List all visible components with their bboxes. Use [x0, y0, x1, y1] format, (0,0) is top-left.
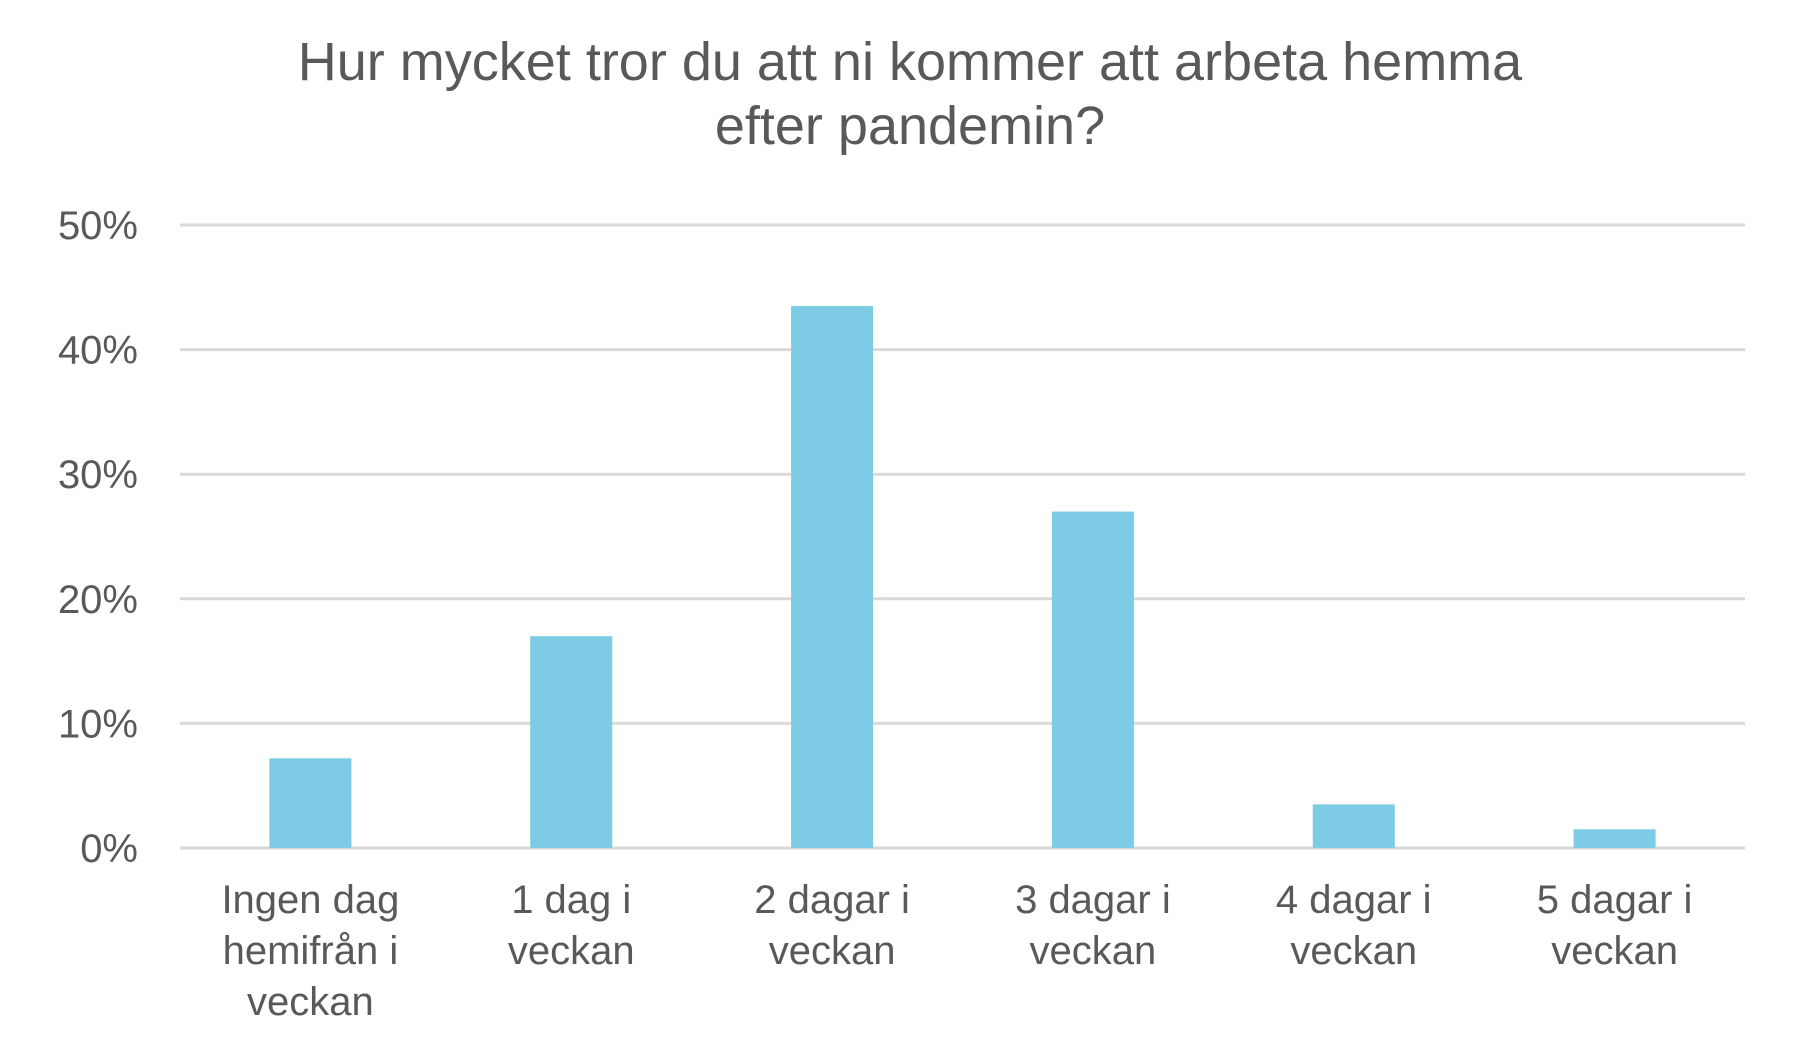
x-category-label: 2 dagar i veckan — [754, 878, 910, 973]
x-category-label: 5 dagar i veckan — [1537, 878, 1693, 973]
x-category-label-line: 2 dagar i — [754, 878, 910, 922]
x-category-label-line: 4 dagar i — [1276, 878, 1432, 922]
y-axis-ticks: 0% 10% 20% 30% 40% 50% — [58, 204, 138, 871]
x-category-label-line: 5 dagar i — [1537, 878, 1693, 922]
chart-title-line-1: Hur mycket tror du att ni kommer att arb… — [297, 32, 1523, 92]
y-tick-label: 40% — [58, 329, 138, 373]
x-category-label-line: veckan — [769, 929, 896, 973]
bars — [269, 305, 1656, 848]
bar — [1573, 829, 1656, 848]
x-category-label-line: hemifrån i — [223, 929, 399, 973]
x-category-label-line: 1 dag i — [511, 878, 631, 922]
x-category-label-line: veckan — [1290, 929, 1417, 973]
gridlines — [180, 223, 1745, 850]
y-tick-label: 20% — [58, 578, 138, 622]
y-tick-label: 50% — [58, 204, 138, 248]
y-tick-label: 10% — [58, 702, 138, 746]
bar — [530, 636, 613, 848]
y-tick-label: 30% — [58, 453, 138, 497]
x-category-label: 4 dagar i veckan — [1276, 878, 1432, 973]
x-category-label: Ingen dag hemifrån i veckan — [221, 878, 399, 1024]
x-category-label: 1 dag i veckan — [508, 878, 635, 973]
x-category-label-line: veckan — [247, 980, 374, 1024]
x-category-label-line: veckan — [1551, 929, 1678, 973]
chart-title-line-2: efter pandemin? — [714, 96, 1106, 156]
bar — [791, 305, 874, 848]
bar — [269, 758, 352, 848]
x-category-label: 3 dagar i veckan — [1015, 878, 1171, 973]
x-category-label-line: 3 dagar i — [1015, 878, 1171, 922]
bar — [1051, 511, 1134, 848]
x-category-label-line: Ingen dag — [221, 878, 399, 922]
bar — [1312, 804, 1395, 848]
chart-title: Hur mycket tror du att ni kommer att arb… — [150, 30, 1670, 158]
x-category-label-line: veckan — [508, 929, 635, 973]
y-tick-label: 0% — [80, 827, 138, 871]
x-category-label-line: veckan — [1030, 929, 1157, 973]
